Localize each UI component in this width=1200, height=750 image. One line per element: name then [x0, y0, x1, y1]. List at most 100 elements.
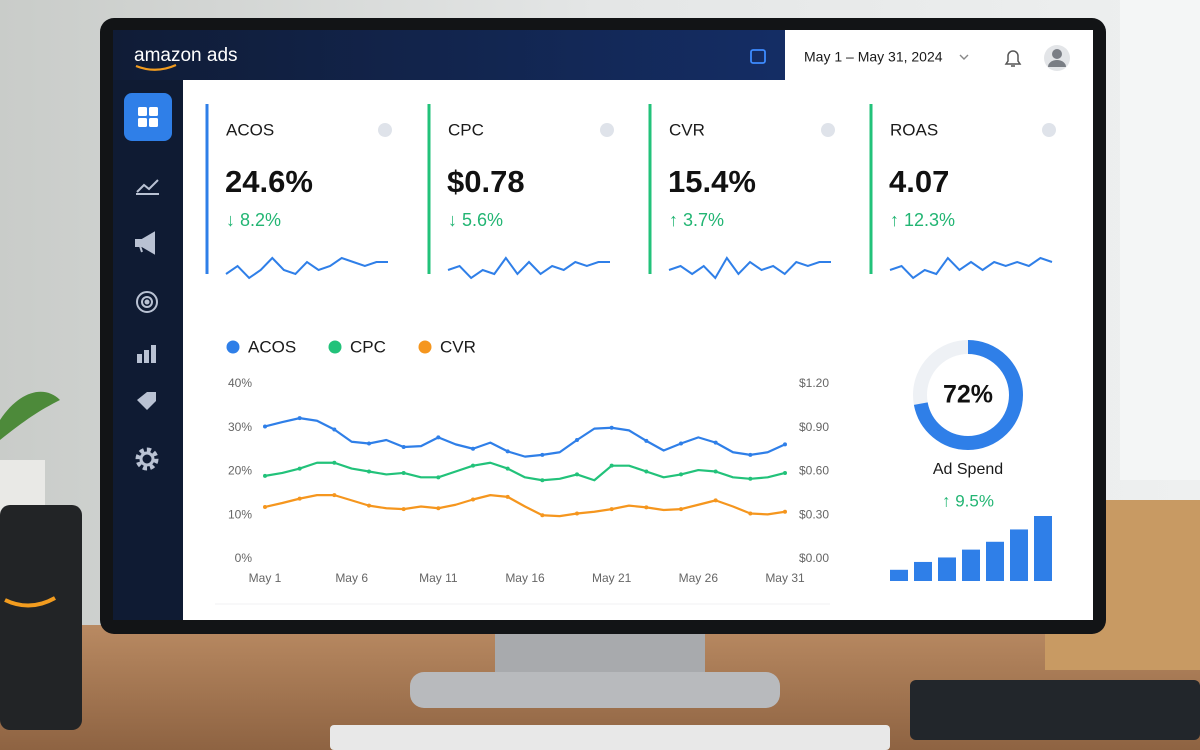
point — [783, 509, 787, 514]
point — [436, 506, 441, 511]
legend-label: CVR — [440, 337, 476, 356]
legend-swatch — [328, 340, 342, 354]
point — [332, 460, 337, 465]
point — [713, 498, 718, 503]
nav-dashboard[interactable] — [124, 93, 172, 141]
point — [505, 449, 510, 454]
grid-icon — [138, 107, 158, 127]
y-tick-label: 30% — [228, 420, 252, 434]
point — [401, 507, 406, 512]
point — [540, 478, 545, 483]
x-tick-label: May 26 — [679, 571, 719, 585]
x-tick-label: May 1 — [249, 571, 282, 585]
spend-bar — [938, 557, 956, 581]
y2-tick-label: $1.20 — [799, 376, 829, 390]
point — [471, 497, 475, 502]
point — [748, 511, 753, 516]
mug — [0, 505, 82, 730]
point — [644, 469, 649, 474]
point — [505, 466, 510, 471]
point — [401, 445, 406, 449]
date-picker[interactable] — [785, 30, 1093, 82]
y2-tick-label: $0.30 — [799, 507, 829, 521]
point — [471, 446, 475, 451]
point — [367, 503, 371, 508]
x-tick-label: May 16 — [505, 571, 545, 585]
point — [471, 463, 475, 468]
nav-reports[interactable] — [137, 345, 156, 363]
dropdown-caret[interactable] — [959, 54, 969, 60]
brand: amazon ads — [134, 45, 238, 66]
y2-tick-label: $0.00 — [799, 551, 829, 565]
point — [575, 511, 579, 516]
spend-bar — [1010, 529, 1028, 581]
info-icon — [1042, 123, 1056, 137]
spend-bar — [914, 561, 932, 581]
y-tick-label: 0% — [235, 551, 253, 565]
point — [609, 463, 614, 468]
point — [401, 470, 406, 475]
series-line — [264, 461, 786, 482]
nav-tags[interactable] — [137, 392, 156, 410]
nav-targets[interactable] — [136, 291, 158, 313]
x-tick-label: May 11 — [419, 571, 458, 585]
ad-spend-label: Ad Spend — [933, 461, 1003, 478]
kpi-value: 24.6% — [225, 164, 313, 199]
point — [367, 441, 371, 446]
y2-tick-label: $0.60 — [799, 464, 829, 478]
info-icon — [821, 123, 835, 137]
nav-campaigns[interactable] — [135, 231, 155, 255]
avatar-body — [1048, 60, 1066, 67]
legend-label: ACOS — [248, 337, 296, 356]
point — [713, 440, 718, 445]
point — [644, 438, 649, 443]
kpi-change: ↑ 3.7% — [669, 210, 724, 230]
sparkline — [225, 256, 388, 280]
point — [679, 441, 683, 446]
y-tick-label: 20% — [228, 464, 252, 478]
point — [748, 476, 753, 481]
calendar-icon[interactable] — [750, 49, 766, 64]
x-tick-label: May 21 — [592, 571, 632, 585]
point — [263, 504, 267, 509]
point — [609, 425, 614, 430]
point — [644, 505, 649, 510]
point — [332, 493, 337, 498]
point — [575, 438, 579, 442]
point — [297, 466, 302, 471]
point — [679, 507, 683, 512]
window — [1120, 0, 1200, 480]
point — [575, 472, 579, 477]
point — [297, 496, 302, 501]
sparkline — [447, 256, 610, 280]
point — [679, 472, 683, 477]
bell-icon[interactable] — [1004, 50, 1022, 67]
x-tick-label: May 31 — [765, 571, 805, 585]
kpi-label: CVR — [669, 120, 705, 139]
kpi-value: 4.07 — [889, 164, 949, 199]
point — [367, 469, 371, 474]
point — [713, 469, 718, 474]
point — [332, 427, 337, 432]
point — [263, 424, 267, 429]
date-range[interactable]: May 1 – May 31, 2024 — [804, 49, 943, 65]
legend-swatch — [226, 340, 240, 354]
point — [748, 452, 753, 457]
nav-trends[interactable] — [136, 179, 159, 195]
point — [609, 507, 614, 512]
info-icon — [600, 123, 614, 137]
kpi-label: ROAS — [890, 120, 938, 139]
kpi-value: 15.4% — [668, 164, 756, 199]
kpi-value: $0.78 — [447, 164, 525, 199]
point — [540, 452, 545, 457]
series-line — [264, 494, 786, 518]
point — [263, 473, 267, 478]
donut-value: 72% — [943, 381, 993, 409]
kpi-change: ↑ 12.3% — [890, 210, 955, 230]
y-tick-label: 40% — [228, 376, 252, 390]
sparkline — [889, 256, 1053, 280]
point — [436, 475, 441, 480]
legend-swatch — [418, 340, 432, 354]
spend-bar — [986, 541, 1004, 581]
nav-settings[interactable] — [135, 447, 159, 471]
